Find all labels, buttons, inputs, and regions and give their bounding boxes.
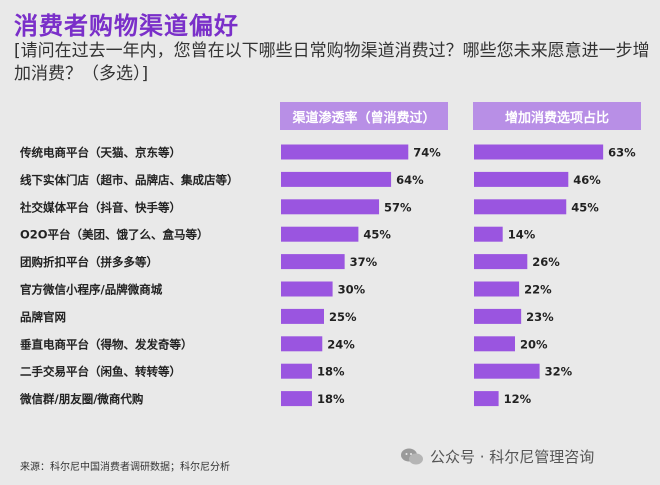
bar-increase: [474, 226, 503, 242]
category-label: O2O平台（美团、饿了么、盒马等）: [20, 228, 209, 242]
data-label: 57%: [384, 200, 412, 214]
data-label: 18%: [317, 392, 345, 406]
data-label: 63%: [608, 146, 636, 160]
source-note: 来源：科尔尼中国消费者调研数据；科尔尼分析: [20, 462, 230, 473]
watermark-text: 公众号 · 科尔尼管理咨询: [430, 448, 595, 466]
bar-penetration: [281, 281, 333, 297]
wechat-icon: [401, 448, 423, 464]
bar-penetration: [281, 171, 392, 187]
bar-penetration: [281, 144, 409, 160]
category-label: 社交媒体平台（抖音、快手等）: [19, 200, 181, 214]
bar-penetration: [281, 226, 359, 242]
bar-increase: [474, 171, 569, 187]
bar-increase: [474, 281, 520, 297]
data-label: 45%: [363, 228, 391, 242]
bar-increase: [474, 363, 540, 379]
data-label: 37%: [350, 255, 378, 269]
data-label: 74%: [413, 146, 441, 160]
data-label: 32%: [545, 365, 573, 379]
category-label: 微信群/朋友圈/微商代购: [19, 392, 143, 406]
data-label: 46%: [573, 173, 601, 187]
series-header-increase: 增加消费选项占比: [473, 102, 641, 130]
bar-penetration: [281, 336, 323, 352]
category-label: 传统电商平台（天猫、京东等）: [19, 146, 181, 160]
bar-increase: [474, 336, 515, 352]
data-label: 18%: [317, 365, 345, 379]
category-label: 品牌官网: [20, 310, 66, 324]
series-header-penetration: 渠道渗透率（曾消费过）: [280, 102, 448, 130]
data-label: 26%: [532, 255, 560, 269]
data-label: 22%: [524, 283, 552, 297]
watermark: 公众号 · 科尔尼管理咨询: [400, 446, 594, 467]
category-label: 团购折扣平台（拼多多等）: [20, 255, 158, 269]
data-label: 12%: [504, 392, 532, 406]
bar-penetration: [281, 308, 324, 324]
bar-penetration: [281, 199, 380, 215]
page-title: 消费者购物渠道偏好: [14, 12, 239, 40]
bar-penetration: [281, 363, 312, 379]
bar-penetration: [281, 254, 345, 270]
bar-increase: [474, 199, 567, 215]
bar-increase: [474, 308, 522, 324]
category-label: 线下实体门店（超市、品牌店、集成店等）: [20, 173, 239, 187]
data-label: 45%: [571, 200, 599, 214]
category-label: 垂直电商平台（得物、发发奇等）: [20, 337, 193, 351]
survey-question: [请问在过去一年内，您曾在以下哪些日常购物渠道消费过？哪些您未来愿意进一步增加消…: [14, 41, 650, 84]
bar-increase: [474, 391, 499, 407]
bar-penetration: [281, 391, 312, 407]
data-label: 20%: [520, 337, 548, 351]
bar-increase: [474, 254, 528, 270]
data-label: 23%: [526, 310, 554, 324]
category-label: 官方微信小程序/品牌微商城: [20, 283, 163, 297]
data-label: 64%: [396, 173, 424, 187]
data-label: 24%: [327, 337, 355, 351]
bar-increase: [474, 144, 604, 160]
data-label: 25%: [329, 310, 357, 324]
data-label: 30%: [338, 283, 366, 297]
data-label: 14%: [508, 228, 536, 242]
category-label: 二手交易平台（闲鱼、转转等）: [20, 365, 181, 379]
